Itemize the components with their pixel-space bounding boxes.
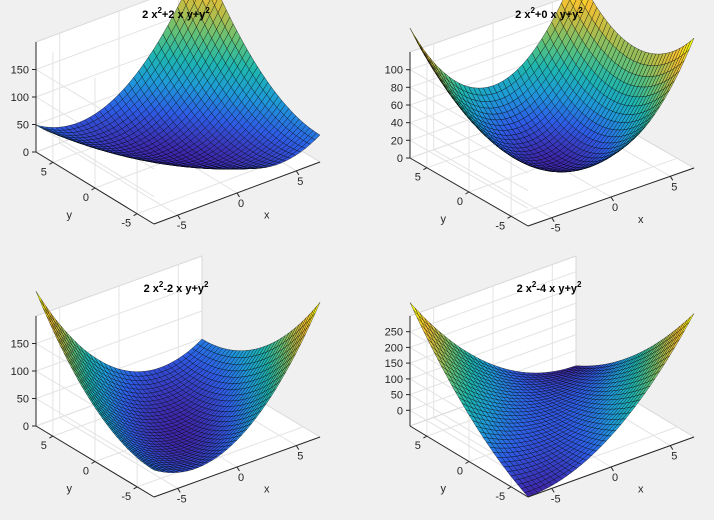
z-tick-label: 100 <box>11 92 29 104</box>
chart-title: 2 x2-4 x y+y2 <box>517 280 582 295</box>
y-tick-label: 0 <box>83 466 89 478</box>
x-tick-label: -5 <box>177 220 187 232</box>
z-tick-label: 0 <box>23 147 29 159</box>
z-tick-label: 100 <box>11 366 29 378</box>
y-tick-label: -5 <box>495 491 505 503</box>
y-tick-label: 5 <box>41 440 47 452</box>
x-tick-label: -5 <box>551 493 561 505</box>
z-tick-label: 150 <box>11 339 29 351</box>
y-tick-label: -5 <box>121 218 131 230</box>
z-tick-label: 20 <box>391 135 403 147</box>
surface <box>409 0 695 173</box>
z-tick-label: 0 <box>397 153 403 165</box>
y-tick-label: 0 <box>457 466 463 478</box>
z-tick-label: 200 <box>385 342 403 354</box>
y-tick-label: 5 <box>415 172 421 184</box>
z-tick-label: 80 <box>391 82 403 94</box>
x-tick-label: 5 <box>297 176 303 188</box>
z-tick-label: 50 <box>17 120 29 132</box>
x-tick-label: 0 <box>612 472 618 484</box>
chart-title: 2 x2+0 x y+y2 <box>515 6 583 21</box>
x-tick-label: -5 <box>551 223 561 235</box>
x-tick-label: 0 <box>238 472 244 484</box>
y-tick-label: -5 <box>495 220 505 232</box>
z-tick-label: 100 <box>385 65 403 77</box>
surface-patch <box>192 0 197 4</box>
x-axis-label: x <box>264 209 270 221</box>
z-tick-label: 40 <box>391 118 403 130</box>
axes <box>32 42 321 225</box>
surface <box>35 0 321 170</box>
surface-patch <box>409 27 419 44</box>
x-tick-label: -5 <box>177 493 187 505</box>
y-axis-label: y <box>440 483 446 495</box>
x-tick-label: 5 <box>671 181 677 193</box>
chart-title: 2 x2+2 x y+y2 <box>142 6 210 21</box>
z-tick-label: 0 <box>397 405 403 417</box>
x-axis-label: x <box>264 484 270 496</box>
y-tick-label: 5 <box>41 166 47 178</box>
surface-patch <box>409 302 419 316</box>
z-tick-label: 250 <box>385 327 403 339</box>
y-tick-label: -5 <box>121 491 131 503</box>
z-tick-label: 150 <box>11 65 29 77</box>
y-axis-label: y <box>66 210 72 222</box>
z-tick-label: 150 <box>385 358 403 370</box>
z-tick-label: 50 <box>391 390 403 402</box>
surface-patch <box>35 124 45 129</box>
y-axis-label: y <box>440 213 446 225</box>
z-tick-label: 100 <box>385 374 403 386</box>
x-tick-label: 5 <box>297 451 303 463</box>
z-tick-label: 60 <box>391 100 403 112</box>
x-tick-label: 0 <box>238 198 244 210</box>
x-tick-label: 5 <box>671 451 677 463</box>
y-tick-label: 0 <box>83 192 89 204</box>
y-tick-label: 0 <box>457 196 463 208</box>
surface-patch <box>35 291 45 308</box>
z-tick-label: 0 <box>23 421 29 433</box>
z-tick-label: 50 <box>17 394 29 406</box>
x-axis-label: x <box>638 484 644 496</box>
y-axis-label: y <box>66 483 72 495</box>
x-tick-label: 0 <box>612 202 618 214</box>
chart-title: 2 x2-2 x y+y2 <box>144 280 209 295</box>
x-axis-label: x <box>638 214 644 226</box>
surface-patch <box>311 302 321 318</box>
y-tick-label: 5 <box>415 440 421 452</box>
